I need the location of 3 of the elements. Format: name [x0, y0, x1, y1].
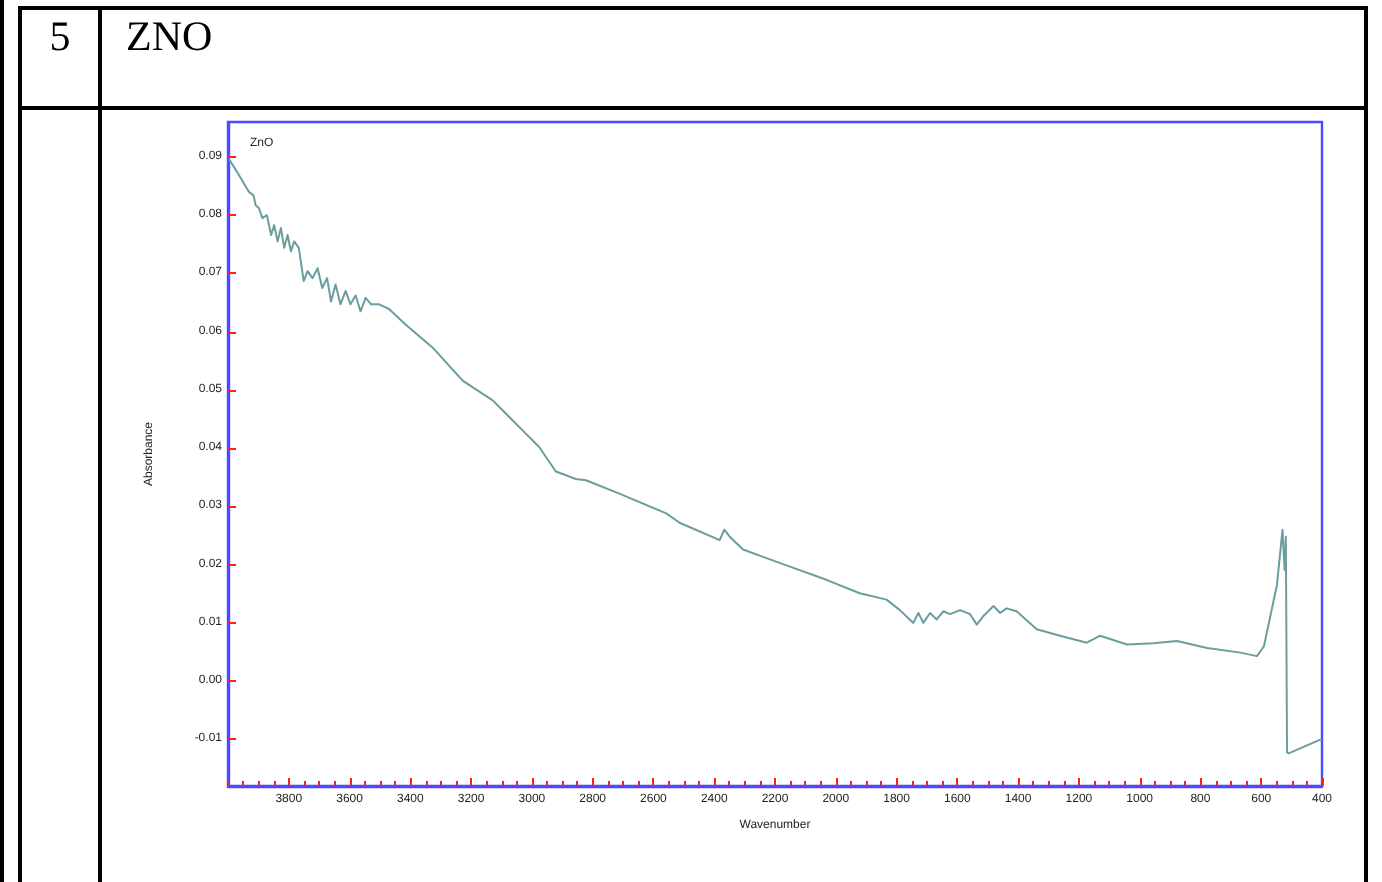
line-series [227, 157, 1323, 755]
text: ZNO [126, 12, 213, 60]
text: 5 [47, 12, 73, 60]
